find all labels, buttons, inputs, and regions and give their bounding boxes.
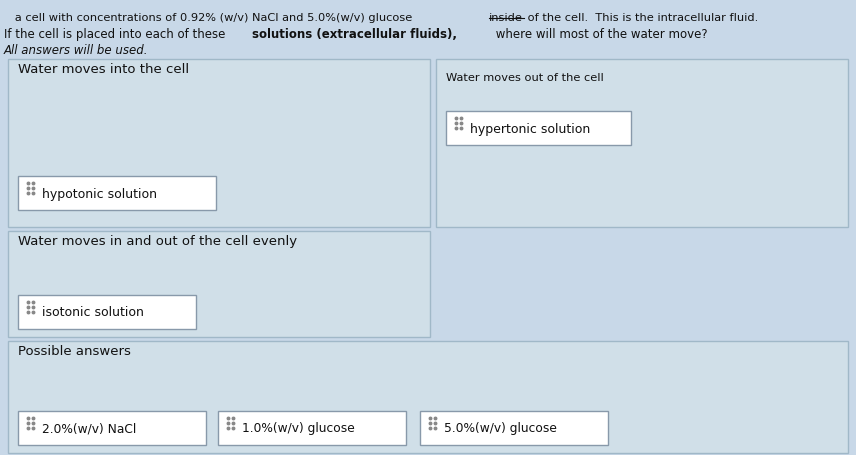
Text: inside: inside <box>489 13 523 23</box>
Text: 2.0%(w/v) NaCl: 2.0%(w/v) NaCl <box>42 422 136 435</box>
Text: solutions (extracellular fluids),: solutions (extracellular fluids), <box>252 28 457 41</box>
FancyBboxPatch shape <box>8 341 848 453</box>
Text: Water moves in and out of the cell evenly: Water moves in and out of the cell evenl… <box>18 234 297 248</box>
FancyBboxPatch shape <box>446 112 631 146</box>
Text: Water moves into the cell: Water moves into the cell <box>18 63 189 76</box>
FancyBboxPatch shape <box>420 411 608 445</box>
FancyBboxPatch shape <box>18 295 196 329</box>
Text: a cell with concentrations of 0.92% (w/v) NaCl and 5.0%(w/v) glucose: a cell with concentrations of 0.92% (w/v… <box>4 13 416 23</box>
Text: If the cell is placed into each of these: If the cell is placed into each of these <box>4 28 229 41</box>
Text: where will most of the water move?: where will most of the water move? <box>492 28 708 41</box>
Text: 1.0%(w/v) glucose: 1.0%(w/v) glucose <box>242 422 354 435</box>
FancyBboxPatch shape <box>218 411 406 445</box>
FancyBboxPatch shape <box>436 60 848 228</box>
Text: isotonic solution: isotonic solution <box>42 306 144 319</box>
Text: Water moves out of the cell: Water moves out of the cell <box>446 73 603 83</box>
FancyBboxPatch shape <box>8 60 430 228</box>
Text: hypertonic solution: hypertonic solution <box>470 122 591 135</box>
FancyBboxPatch shape <box>8 232 430 337</box>
Text: 5.0%(w/v) glucose: 5.0%(w/v) glucose <box>444 422 557 435</box>
Text: hypotonic solution: hypotonic solution <box>42 187 157 200</box>
FancyBboxPatch shape <box>18 411 206 445</box>
Text: Possible answers: Possible answers <box>18 344 131 357</box>
FancyBboxPatch shape <box>18 177 216 211</box>
Text: of the cell.  This is the intracellular fluid.: of the cell. This is the intracellular f… <box>524 13 758 23</box>
Text: All answers will be used.: All answers will be used. <box>4 44 148 57</box>
